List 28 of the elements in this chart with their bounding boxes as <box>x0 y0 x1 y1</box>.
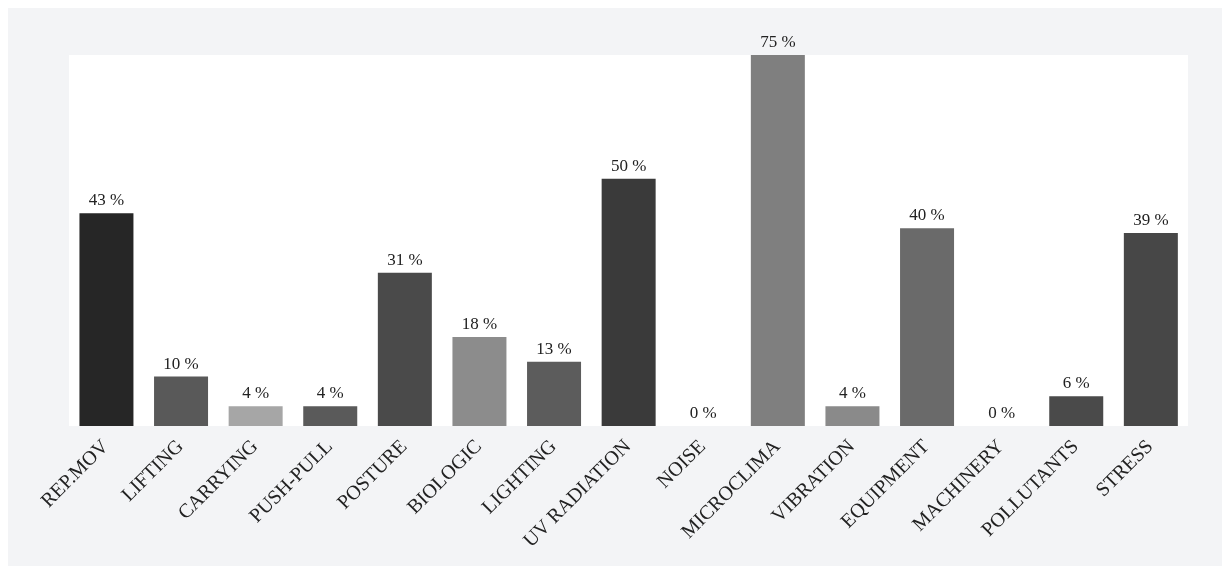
data-label: 50 % <box>610 155 647 175</box>
bar <box>900 228 955 426</box>
bar <box>228 406 283 426</box>
data-label: 31 % <box>387 249 423 269</box>
bar <box>452 336 507 426</box>
data-label: 18 % <box>461 313 498 333</box>
data-label: 4 % <box>316 383 344 403</box>
data-label: 13 % <box>536 338 572 358</box>
bar <box>825 406 880 426</box>
data-label: 0 % <box>988 402 1016 422</box>
data-label: 40 % <box>909 205 945 225</box>
data-label: 75 % <box>760 32 796 51</box>
bar <box>750 55 805 426</box>
bar <box>527 361 582 426</box>
data-label: 43 % <box>88 190 125 210</box>
data-label: 0 % <box>689 402 717 422</box>
data-label: 4 % <box>838 383 866 403</box>
bar <box>601 178 656 426</box>
data-label: 6 % <box>1062 373 1090 393</box>
data-label: 39 % <box>1133 210 1169 230</box>
bar <box>79 213 134 426</box>
data-label: 10 % <box>163 353 199 373</box>
bar <box>1049 396 1104 426</box>
bar <box>303 406 358 426</box>
bar <box>1123 233 1178 426</box>
bar <box>154 376 209 426</box>
bar <box>377 272 432 426</box>
data-label: 4 % <box>242 383 270 403</box>
